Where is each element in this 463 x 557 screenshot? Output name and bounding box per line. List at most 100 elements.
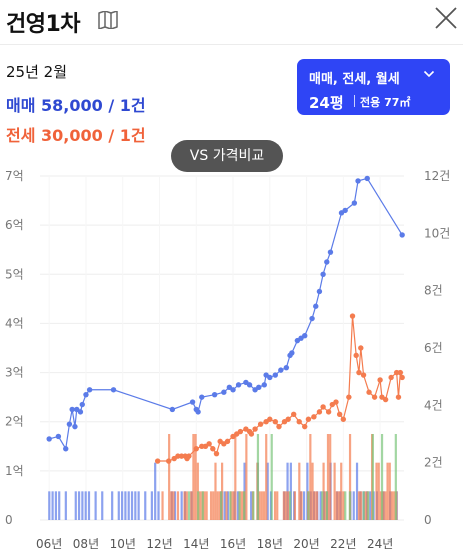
rent-price-point bbox=[193, 446, 199, 452]
y-left-tick-label: 7억 bbox=[5, 169, 24, 183]
rent-volume-bar bbox=[218, 491, 221, 520]
rent-volume-bar bbox=[388, 462, 391, 520]
rent-price-point bbox=[371, 394, 378, 400]
sale-volume-bar bbox=[84, 491, 87, 520]
rent-volume-bar bbox=[337, 491, 341, 520]
monthly-volume-bar bbox=[321, 491, 324, 520]
sale-volume-bar bbox=[369, 491, 372, 520]
x-tick-label: 06년 bbox=[36, 537, 62, 551]
sale-price-point bbox=[230, 387, 236, 393]
rent-volume-bar bbox=[216, 491, 219, 520]
rent-price-point bbox=[320, 404, 326, 410]
sale-price-point bbox=[77, 409, 84, 415]
sale-volume-bar bbox=[226, 491, 230, 520]
rent-price-point bbox=[248, 431, 255, 437]
rent-volume-bar bbox=[276, 491, 279, 520]
rent-price-point bbox=[399, 374, 405, 381]
sale-volume-bar bbox=[144, 491, 147, 520]
rent-price-point bbox=[377, 377, 383, 383]
y-right-tick-label: 2건 bbox=[424, 456, 443, 470]
y-right-tick-label: 8건 bbox=[424, 284, 443, 298]
sale-volume-bar bbox=[157, 491, 160, 520]
rent-price-point bbox=[302, 423, 308, 430]
rent-volume-bar bbox=[214, 462, 217, 520]
sale-volume-bar bbox=[243, 462, 246, 520]
sale-volume-bar bbox=[77, 491, 81, 520]
trade-types-label: 매매, 전세, 월세 bbox=[309, 72, 400, 87]
rent-price-point bbox=[290, 411, 297, 418]
sale-price-point bbox=[195, 409, 201, 415]
sale-volume-bar bbox=[236, 491, 240, 520]
rent-price-point bbox=[366, 389, 372, 395]
rent-volume-bar bbox=[234, 434, 237, 520]
rent-volume-bar bbox=[172, 491, 175, 520]
compare-price-button[interactable]: VS 가격비교 bbox=[171, 140, 283, 172]
sale-price-point bbox=[355, 178, 361, 184]
header: 건영1차 bbox=[0, 0, 463, 45]
rent-price-point bbox=[186, 453, 192, 459]
sale-volume-bar bbox=[223, 491, 226, 520]
rent-volume-bar bbox=[221, 462, 224, 520]
x-tick-label: 20년 bbox=[293, 537, 319, 551]
monthly-volume-bar bbox=[229, 491, 232, 520]
sale-price-point bbox=[364, 175, 370, 182]
monthly-volume-bar bbox=[307, 491, 310, 520]
rent-volume-bar bbox=[293, 491, 296, 520]
monthly-volume-bar bbox=[256, 434, 260, 520]
rent-price-point bbox=[224, 438, 231, 445]
sale-price-point bbox=[267, 374, 273, 381]
sale-volume-bar bbox=[134, 491, 137, 520]
rent-price-point bbox=[267, 416, 273, 422]
sale-volume-bar bbox=[355, 462, 359, 520]
sale-price-point bbox=[110, 387, 117, 393]
sale-price-point bbox=[272, 372, 279, 378]
sale-price-point bbox=[211, 391, 218, 398]
sale-price-point bbox=[327, 249, 334, 255]
rent-price-point bbox=[336, 411, 343, 418]
sale-volume-bar bbox=[51, 491, 54, 520]
x-tick-label: 10년 bbox=[110, 537, 136, 551]
rent-price-point bbox=[272, 419, 279, 425]
sale-volume-bar bbox=[58, 491, 61, 520]
sale-price-point bbox=[69, 406, 75, 413]
sale-volume-bar bbox=[81, 491, 84, 520]
sale-price-point bbox=[46, 436, 52, 442]
sale-volume-bar bbox=[124, 491, 127, 520]
sale-volume-bar bbox=[117, 491, 120, 520]
sale-volume-bar bbox=[74, 491, 77, 520]
y-left-tick-label: 6억 bbox=[5, 218, 24, 232]
close-icon[interactable] bbox=[433, 5, 459, 31]
sale-price-point bbox=[399, 232, 405, 238]
monthly-volume-bar bbox=[201, 491, 204, 520]
area-type-selector[interactable]: 매매, 전세, 월세 24평 전용 77㎡ bbox=[297, 59, 450, 115]
monthly-volume-bar bbox=[220, 491, 223, 520]
sale-price-point bbox=[261, 382, 267, 388]
complex-title: 건영1차 bbox=[6, 12, 81, 37]
rent-volume-bar bbox=[258, 491, 261, 520]
rent-volume-bar bbox=[245, 434, 248, 520]
sale-volume-bar bbox=[306, 462, 309, 520]
map-book-icon[interactable] bbox=[98, 11, 118, 29]
rent-volume-bar bbox=[335, 491, 338, 520]
rent-volume-bar bbox=[375, 462, 378, 520]
rent-price-summary: 전세 30,000 / 1건 bbox=[6, 126, 146, 145]
rent-price-point bbox=[395, 394, 402, 400]
x-tick-label: 18년 bbox=[257, 537, 283, 551]
rent-volume-bar bbox=[382, 491, 385, 520]
rent-volume-bar bbox=[390, 491, 394, 520]
y-right-tick-label: 12건 bbox=[424, 169, 450, 183]
rent-price-point bbox=[213, 450, 220, 457]
rent-price-point bbox=[388, 374, 394, 381]
sale-volume-bar bbox=[111, 491, 114, 520]
y-right-tick-label: 4건 bbox=[424, 398, 443, 412]
sale-volume-bar bbox=[150, 491, 153, 520]
pyeong-label: 24평 bbox=[309, 94, 344, 112]
rent-volume-bar bbox=[273, 491, 277, 520]
sale-price-point bbox=[320, 271, 326, 277]
rent-volume-bar bbox=[322, 462, 325, 520]
rent-volume-bar bbox=[364, 491, 367, 520]
y-left-tick-label: 3억 bbox=[5, 366, 24, 380]
monthly-volume-bar bbox=[252, 491, 255, 520]
rent-volume-bar bbox=[240, 491, 244, 520]
